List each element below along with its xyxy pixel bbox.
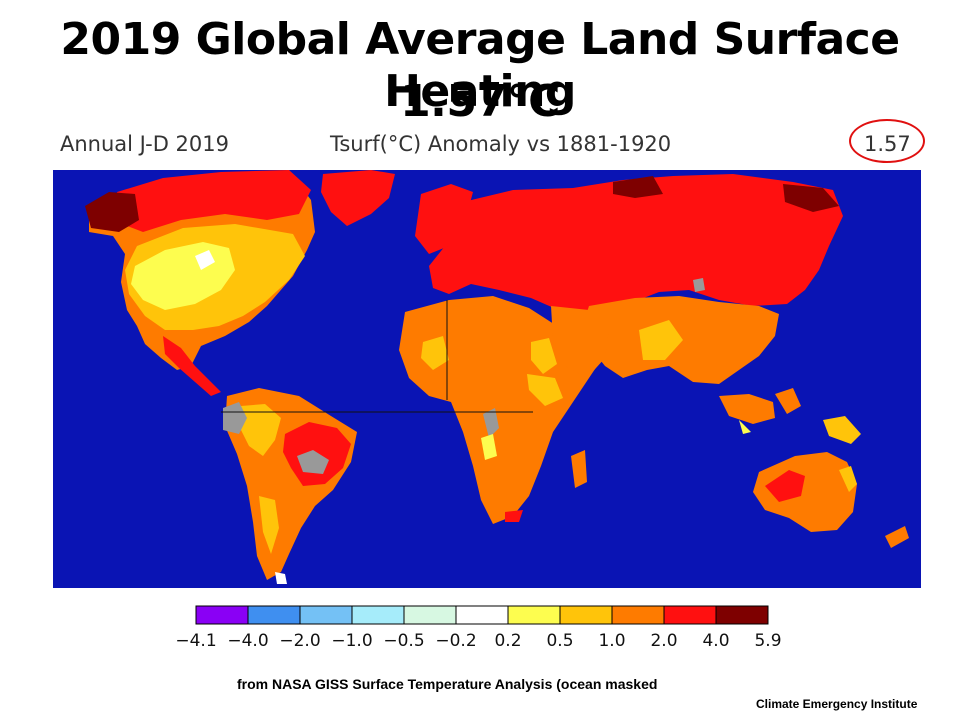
legend-tick-label: 2.0 bbox=[650, 631, 677, 651]
south-america bbox=[223, 388, 357, 584]
legend-swatch bbox=[299, 605, 353, 625]
source-credit: from NASA GISS Surface Temperature Analy… bbox=[237, 676, 658, 692]
greenland bbox=[321, 170, 395, 226]
legend-tick-label: −0.5 bbox=[383, 631, 424, 651]
color-legend: −4.1 −4.0 −2.0 −1.0 −0.5 −0.2 0.2 0.5 1.0 2.0 4.0 5… bbox=[175, 605, 782, 651]
legend-tick-label: 5.9 bbox=[754, 631, 781, 651]
legend-swatch bbox=[351, 605, 405, 625]
slide-title-line1: 2019 Global Average Land Surface Heating bbox=[60, 14, 900, 117]
legend-tick-label: −4.0 bbox=[227, 631, 268, 651]
highlight-circle bbox=[849, 119, 925, 163]
eurasia bbox=[415, 174, 861, 444]
legend-swatch bbox=[455, 605, 509, 625]
legend-tick-label: 4.0 bbox=[702, 631, 729, 651]
legend-swatch bbox=[247, 605, 301, 625]
legend-swatch bbox=[559, 605, 613, 625]
africa bbox=[399, 296, 609, 524]
legend-tick-label: 1.0 bbox=[598, 631, 625, 651]
legend-tick-label: −1.0 bbox=[331, 631, 372, 651]
slide-title-line2: 1.57°C bbox=[400, 76, 560, 127]
legend-tick-label: −0.2 bbox=[435, 631, 476, 651]
legend-tick-label: 0.2 bbox=[494, 631, 521, 651]
legend-tick-label: −4.1 bbox=[175, 631, 216, 651]
map-variable-label: Tsurf(°C) Anomaly vs 1881-1920 bbox=[330, 132, 672, 156]
legend-swatch bbox=[507, 605, 561, 625]
legend-swatch bbox=[403, 605, 457, 625]
legend-tick-label: 0.5 bbox=[546, 631, 573, 651]
australia bbox=[753, 452, 909, 548]
legend-swatch bbox=[611, 605, 665, 625]
temperature-anomaly-map bbox=[53, 170, 921, 588]
legend-swatch bbox=[663, 605, 717, 625]
organization-credit: Climate Emergency Institute bbox=[756, 697, 918, 711]
map-period-label: Annual J-D 2019 bbox=[60, 132, 229, 156]
legend-tick-label: −2.0 bbox=[279, 631, 320, 651]
legend-swatch bbox=[715, 605, 769, 625]
legend-swatch bbox=[195, 605, 249, 625]
north-america bbox=[85, 170, 315, 396]
